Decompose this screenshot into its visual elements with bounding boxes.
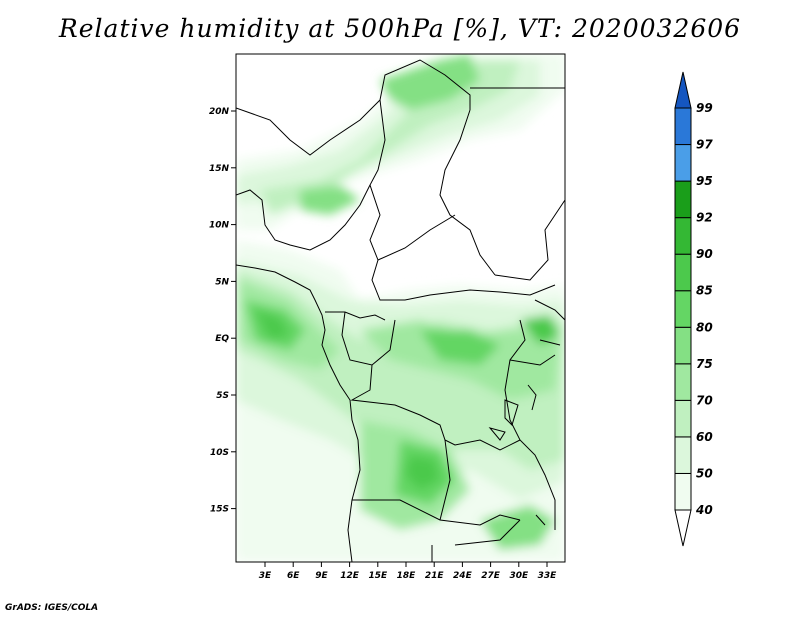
colorbar-label-75: 75: [696, 357, 713, 371]
lon-label-9e: 9E: [315, 571, 328, 581]
lon-label-3e: 3E: [259, 571, 272, 581]
colorbar-label-95: 95: [696, 174, 713, 188]
colorbar-label-90: 90: [696, 247, 713, 261]
lat-label-15s: 15S: [210, 505, 229, 515]
lon-label-18e: 18E: [397, 571, 417, 581]
colorbar-label-70: 70: [696, 393, 713, 407]
colorbar-segment: [674, 399, 692, 438]
colorbar-label-99: 99: [696, 101, 713, 115]
colorbar-label-92: 92: [696, 211, 713, 225]
colorbar-segment: [674, 180, 692, 219]
lon-label-15e: 15E: [368, 571, 388, 581]
lat-label-10n: 10N: [209, 221, 230, 231]
colorbar-label-40: 40: [695, 503, 713, 517]
lon-label-12e: 12E: [340, 571, 360, 581]
colorbar-segment: [674, 472, 692, 511]
lon-label-24e: 24E: [453, 571, 473, 581]
colorbar-lower-arrow: [674, 509, 692, 547]
colorbar-segment: [674, 107, 692, 146]
lon-label-30e: 30E: [509, 571, 529, 581]
latitude-labels: 20N 15N 10N 5N EQ 5S 10S 15S: [209, 107, 230, 515]
colorbar-segment: [674, 363, 692, 401]
lon-label-21e: 21E: [425, 571, 445, 581]
axis-ticks: [231, 110, 548, 567]
colorbar-segment: [674, 217, 692, 255]
colorbar-label-80: 80: [696, 320, 713, 334]
country-borders: [236, 59, 565, 562]
lat-label-5s: 5S: [216, 391, 229, 401]
lat-label-5n: 5N: [215, 277, 229, 287]
colorbar-segment: [674, 144, 692, 182]
colorbar-segment: [674, 326, 692, 365]
colorbar-segment: [674, 253, 692, 292]
lat-label-10s: 10S: [210, 448, 229, 458]
colorbar-label-60: 60: [696, 430, 713, 444]
credit-text: GrADS: IGES/COLA: [5, 603, 99, 613]
colorbar: 40 50 60 70 75 80 85 90 92 95 97 99: [674, 71, 713, 547]
colorbar-label-97: 97: [696, 138, 713, 152]
humidity-shading: [236, 54, 565, 562]
lat-label-20n: 20N: [209, 107, 230, 117]
colorbar-label-50: 50: [696, 466, 713, 480]
chart-title: Relative humidity at 500hPa [%], VT: 202…: [58, 14, 742, 43]
colorbar-upper-arrow: [674, 71, 692, 109]
coastline: [236, 264, 361, 562]
colorbar-segment: [674, 436, 692, 474]
longitude-labels: 3E 6E 9E 12E 15E 18E 21E 24E 27E 30E 33E: [259, 571, 557, 581]
lat-label-15n: 15N: [209, 164, 230, 174]
map-frame: [235, 53, 566, 563]
lat-label-eq: EQ: [215, 334, 229, 344]
lon-label-33e: 33E: [538, 571, 558, 581]
colorbar-segment: [674, 290, 692, 328]
lon-label-6e: 6E: [287, 571, 300, 581]
lon-label-27e: 27E: [481, 571, 501, 581]
colorbar-label-85: 85: [696, 284, 713, 298]
